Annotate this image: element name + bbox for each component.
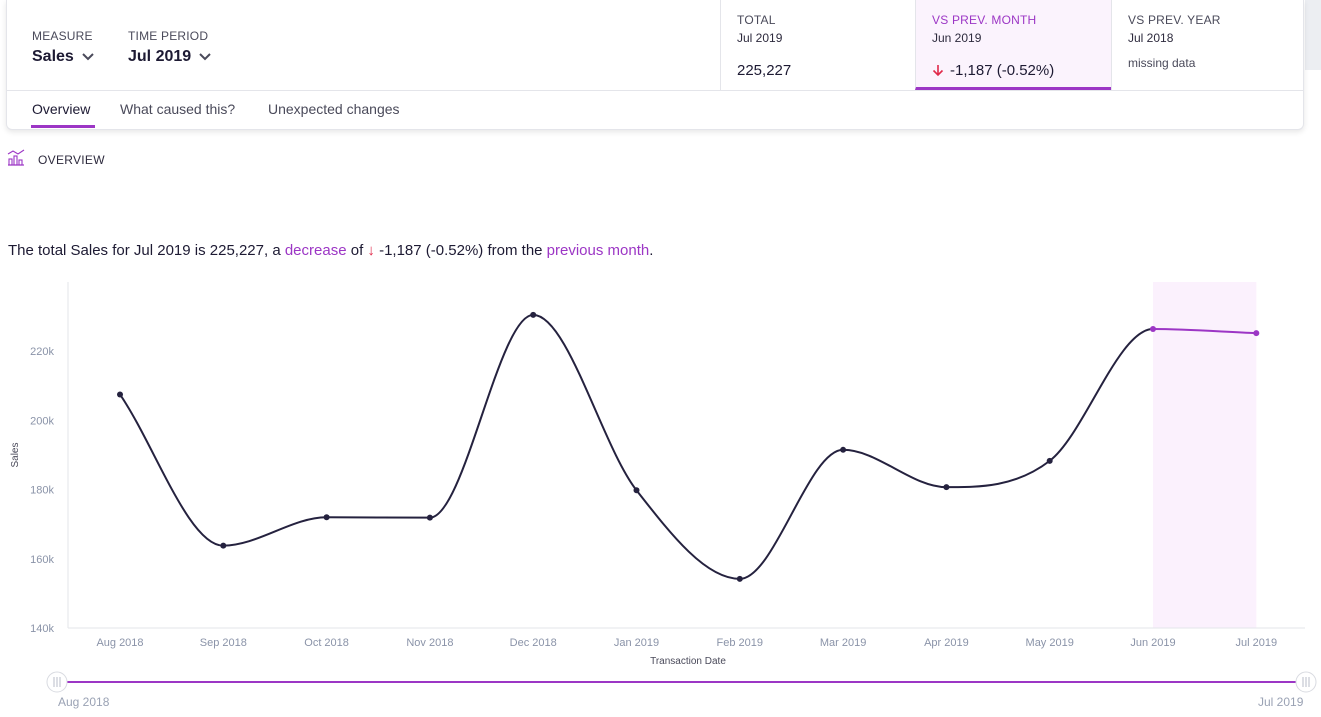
data-point: [840, 446, 847, 453]
x-axis-title: Transaction Date: [650, 656, 726, 667]
x-tick-label: May 2019: [1026, 637, 1074, 649]
data-point: [426, 514, 433, 521]
summary-change: -1,187 (-0.52%): [374, 242, 484, 259]
chart-overview-icon: [7, 149, 25, 166]
tab-unexpected-changes[interactable]: Unexpected changes: [268, 101, 400, 117]
kpi-value: 225,227: [737, 62, 792, 79]
kpi-value: -1,187 (-0.52%): [950, 62, 1055, 79]
y-tick-label: 160k: [30, 554, 54, 566]
kpi-subtitle: Jun 2019: [932, 31, 982, 45]
data-point: [1150, 326, 1156, 333]
measure-value-row[interactable]: Sales: [32, 48, 94, 66]
summary-suffix: .: [649, 242, 654, 259]
x-tick-label: Mar 2019: [820, 637, 866, 649]
measure-label: MEASURE: [32, 29, 93, 43]
overview-section-title: OVERVIEW: [38, 153, 105, 167]
y-tick-label: 140k: [30, 623, 54, 635]
range-slider[interactable]: [0, 670, 1321, 694]
summary-prefix: The total Sales for Jul 2019 is 225,227,…: [8, 242, 285, 259]
y-axis-title: Sales: [10, 442, 21, 467]
kpi-vs-prev-month[interactable]: VS PREV. MONTH Jun 2019 -1,187 (-0.52%): [915, 0, 1111, 90]
x-tick-label: Feb 2019: [717, 637, 763, 649]
data-point: [220, 542, 227, 549]
kpi-total[interactable]: TOTAL Jul 2019 225,227: [720, 0, 915, 90]
chevron-down-icon: [199, 53, 211, 61]
time-period-label: TIME PERIOD: [128, 29, 209, 43]
series-line: [119, 313, 1154, 580]
time-period-value: Jul 2019: [128, 48, 192, 65]
data-point: [117, 391, 123, 398]
series-line-highlight: [1152, 328, 1257, 335]
summary-comparison[interactable]: previous month: [546, 242, 650, 259]
y-tick-label: 220k: [30, 346, 54, 358]
kpi-title: TOTAL: [737, 13, 776, 27]
time-period-value-row[interactable]: Jul 2019: [128, 48, 211, 66]
data-point: [943, 484, 950, 491]
x-tick-label: Oct 2018: [304, 637, 349, 649]
sales-line-chart: 140k 160k 180k 200k 220k Aug 2018 Sep 2018 Oct …: [10, 282, 1305, 667]
measure-selector[interactable]: MEASURE Sales: [32, 29, 94, 66]
y-tick-label: 200k: [30, 415, 54, 427]
summary-of: of: [346, 242, 368, 259]
tabs-divider: [7, 90, 1303, 91]
data-point: [736, 575, 743, 582]
data-point: [1253, 330, 1260, 337]
summary-sentence: The total Sales for Jul 2019 is 225,227,…: [8, 242, 653, 259]
x-tick-label: Nov 2018: [406, 637, 453, 649]
measure-value: Sales: [32, 48, 74, 65]
y-tick-label: 180k: [30, 485, 54, 497]
header-card: MEASURE Sales TIME PERIOD Jul 2019 TOTAL…: [6, 0, 1304, 130]
kpi-title: VS PREV. MONTH: [932, 13, 1037, 27]
range-start-label: Aug 2018: [58, 695, 110, 709]
kpi-subtitle: Jul 2019: [737, 31, 783, 45]
arrow-down-icon: [932, 65, 944, 77]
range-end-label: Jul 2019: [1258, 695, 1304, 709]
x-tick-label: Dec 2018: [510, 637, 557, 649]
x-tick-label: Jun 2019: [1130, 637, 1175, 649]
active-tab-indicator: [31, 125, 95, 128]
data-point: [633, 487, 640, 494]
data-point: [530, 311, 537, 318]
background-strip: [1305, 0, 1321, 70]
tab-what-caused-this[interactable]: What caused this?: [120, 101, 236, 117]
kpi-subtitle: Jul 2018: [1128, 31, 1174, 45]
summary-from: from the: [483, 242, 547, 259]
x-tick-label: Sep 2018: [200, 637, 247, 649]
summary-direction: decrease: [284, 242, 347, 259]
x-tick-label: Jul 2019: [1236, 637, 1278, 649]
kpi-vs-prev-year[interactable]: VS PREV. YEAR Jul 2018 missing data: [1111, 0, 1305, 90]
tab-overview[interactable]: Overview: [32, 101, 91, 117]
x-tick-label: Apr 2019: [924, 637, 969, 649]
x-tick-label: Jan 2019: [614, 637, 659, 649]
kpi-title: VS PREV. YEAR: [1128, 13, 1221, 27]
x-tick-label: Aug 2018: [96, 637, 143, 649]
highlight-band: [1153, 282, 1257, 628]
chevron-down-icon: [82, 53, 94, 61]
data-point: [1046, 457, 1053, 464]
data-point: [323, 514, 330, 521]
time-period-selector[interactable]: TIME PERIOD Jul 2019: [128, 29, 211, 66]
kpi-value-row: -1,187 (-0.52%): [932, 62, 1111, 79]
summary-arrow-icon: ↓: [367, 242, 375, 259]
kpi-note: missing data: [1128, 56, 1196, 70]
